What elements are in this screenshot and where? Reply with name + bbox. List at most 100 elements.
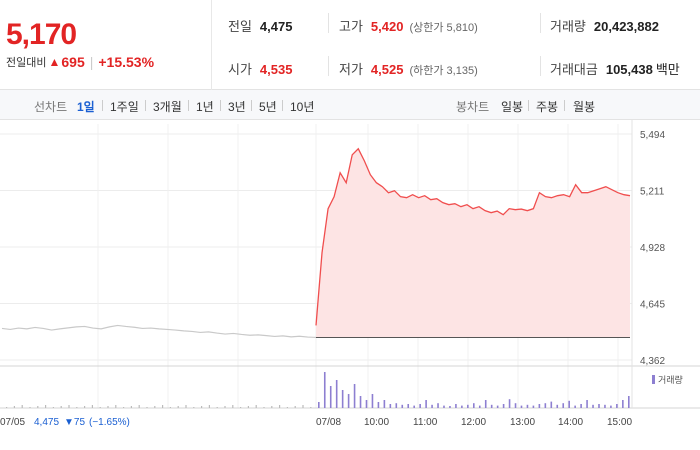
volume-bar <box>323 372 326 408</box>
x-tick-labels: 07/05 07/08 10:00 11:00 12:00 13:00 14:00 15:00 <box>0 417 632 428</box>
volume-bar <box>419 404 421 408</box>
y-tick-label: 5,494 <box>640 130 665 141</box>
x-tick-label: 12:00 <box>461 417 486 428</box>
prev-volume-bar <box>177 406 179 408</box>
volume-bar <box>347 394 350 408</box>
volume-bar <box>526 404 529 408</box>
prev-volume-bar <box>263 407 265 408</box>
prev-volume-bar <box>310 407 312 408</box>
prev-volume-bar <box>193 407 195 408</box>
volume-bar <box>574 405 576 408</box>
prev-volume-bar <box>146 407 148 408</box>
x-tick-label: 07/08 <box>316 417 341 428</box>
volume-bar <box>562 403 565 408</box>
stat-sub: (하한가 3,135) <box>409 65 478 77</box>
prev-volume-bar <box>162 405 164 408</box>
quote-header: 5,170 전일대비 ▲ 695 | +15.53% 전일 4,475 시가 4… <box>0 0 700 90</box>
divider <box>328 13 329 33</box>
volume-bar <box>353 384 356 408</box>
volume-bar <box>484 400 487 408</box>
tab-1year[interactable]: 1년 <box>196 100 214 114</box>
volume-bar <box>395 403 398 408</box>
volume-bar <box>455 404 457 408</box>
prev-volume-bar <box>91 405 93 408</box>
prev-volume-bar <box>84 406 86 408</box>
stat-label: 고가 <box>339 19 363 34</box>
tab-weekly[interactable]: 주봉 <box>536 100 559 114</box>
prev-volume-bar <box>201 406 203 408</box>
stat-sub: (상한가 5,810) <box>409 22 478 34</box>
volume-bar <box>335 380 338 408</box>
x-tick-label: 11:00 <box>413 417 438 428</box>
divider <box>251 100 252 111</box>
prev-volume-bar <box>232 405 234 408</box>
tab-monthly[interactable]: 월봉 <box>573 100 596 114</box>
prev-volume-bar <box>294 406 296 408</box>
tab-5year[interactable]: 5년 <box>259 100 277 114</box>
line-chart-label: 선차트 <box>34 100 68 114</box>
divider <box>220 100 221 111</box>
volume-bar <box>425 400 427 408</box>
chart-tabs: 선차트 1일 1주일 3개월 1년 3년 5년 10년 봉차트 일봉 주봉 월봉 <box>0 90 700 120</box>
volume-bar <box>532 405 535 408</box>
tab-3year[interactable]: 3년 <box>228 100 246 114</box>
current-price: 5,170 <box>6 18 77 51</box>
candle-chart-label: 봉차트 <box>456 100 490 114</box>
volume-bar <box>383 400 386 408</box>
volume-bar <box>598 404 600 408</box>
volume-bar <box>401 404 404 408</box>
volume-bar <box>604 404 606 408</box>
stat-volume: 거래량 20,423,882 <box>550 16 659 35</box>
stat-open: 시가 4,535 <box>228 59 292 78</box>
volume-bar <box>490 404 493 408</box>
prev-volume-bar <box>60 406 62 408</box>
volume-bar <box>371 394 374 408</box>
prev-day-line-group <box>1 324 317 339</box>
volume-bar <box>461 405 463 408</box>
volume-bar <box>437 403 439 408</box>
price-box: 5,170 전일대비 ▲ 695 | +15.53% <box>0 0 212 90</box>
volume-bar <box>592 404 594 408</box>
prev-volume-bar <box>13 406 15 408</box>
volume-bar <box>508 399 511 408</box>
stat-amount: 거래대금 105,438 백만 <box>550 59 680 78</box>
y-tick-label: 5,211 <box>640 187 665 198</box>
prev-day-rate: (−1.65%) <box>89 417 130 428</box>
stat-label: 거래량 <box>550 19 586 34</box>
tab-3month[interactable]: 3개월 <box>153 100 182 114</box>
prev-volume-bar <box>169 407 171 408</box>
divider <box>540 13 541 33</box>
volume-bar <box>365 400 368 408</box>
divider <box>564 100 565 111</box>
prev-volume-bar <box>99 407 101 408</box>
prev-volume-bar <box>279 405 281 408</box>
stat-label: 거래대금 <box>550 62 598 77</box>
stat-value: 20,423,882 <box>593 19 659 34</box>
stat-label: 전일 <box>228 19 252 34</box>
stat-high: 고가 5,420 (상한가 5,810) <box>339 16 478 35</box>
up-triangle-icon: ▲ <box>48 55 61 69</box>
stat-value: 4,475 <box>259 19 293 34</box>
volume-bar <box>610 405 612 408</box>
divider <box>102 100 103 111</box>
prev-volume-bar <box>68 405 70 408</box>
volume-bar <box>389 404 392 408</box>
volume-bar <box>556 404 559 408</box>
tab-daily[interactable]: 일봉 <box>501 100 524 114</box>
prev-volume-bar <box>115 405 117 408</box>
tab-1week[interactable]: 1주일 <box>110 100 139 114</box>
tab-10year[interactable]: 10년 <box>290 100 315 114</box>
volume-bar <box>443 405 445 408</box>
divider: | <box>89 54 94 70</box>
x-tick-label: 10:00 <box>364 417 389 428</box>
prev-day-change: ▼75 <box>64 417 85 428</box>
volume-legend-group: 거래량 <box>652 374 683 385</box>
y-tick-label: 4,645 <box>640 300 665 311</box>
divider <box>540 56 541 76</box>
prev-volume-bar <box>302 405 304 408</box>
prev-volume-bar <box>286 407 288 408</box>
volume-bar <box>431 404 433 408</box>
y-tick-label: 4,362 <box>640 356 665 367</box>
tab-1day[interactable]: 1일 <box>77 100 95 114</box>
volume-bar <box>514 403 517 408</box>
